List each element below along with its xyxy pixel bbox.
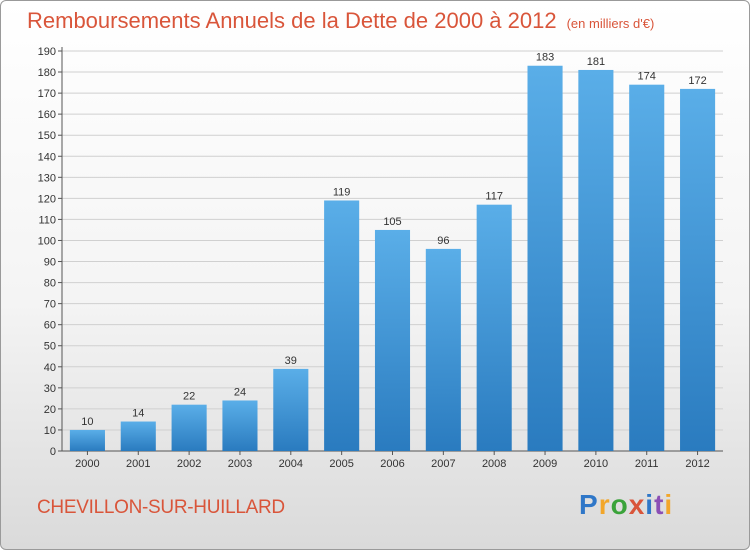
y-tick-label: 110 (38, 214, 56, 226)
bar-value-label: 181 (587, 56, 605, 68)
chart-subtitle: (en milliers d'€) (566, 16, 655, 31)
y-tick-label: 70 (44, 299, 56, 311)
bar-value-label: 172 (688, 75, 706, 87)
bar-2001 (120, 421, 156, 451)
y-tick-label: 90 (44, 257, 56, 269)
bar-value-label: 10 (81, 416, 93, 428)
commune-name: CHEVILLON-SUR-HUILLARD (37, 497, 285, 518)
x-tick-label: 2005 (329, 458, 353, 470)
x-tick-label: 2009 (533, 458, 557, 470)
bar-value-label: 14 (132, 408, 144, 420)
x-tick-label: 2003 (228, 458, 252, 470)
bar-2009 (527, 65, 563, 451)
bar-value-label: 117 (485, 191, 503, 203)
y-tick-label: 190 (38, 46, 56, 58)
x-tick-label: 2008 (482, 458, 506, 470)
logo-letter: o (610, 489, 629, 520)
x-tick-label: 2004 (279, 458, 303, 470)
bar-value-label: 39 (285, 355, 297, 367)
x-tick-label: 2002 (177, 458, 201, 470)
chart-title-text: Remboursements Annuels de la Dette de 20… (27, 8, 557, 33)
logo-letter: x (628, 489, 646, 520)
bar-2005 (324, 200, 360, 451)
bar-2012 (680, 88, 716, 451)
x-tick-label: 2001 (126, 458, 150, 470)
y-tick-label: 140 (38, 151, 56, 163)
bar-value-label: 96 (437, 235, 449, 247)
logo-letter: t (654, 489, 665, 520)
bar-2002 (171, 404, 207, 451)
bar-2008 (476, 204, 512, 451)
logo-letter: r (598, 489, 611, 520)
y-tick-label: 30 (44, 383, 56, 395)
y-tick-label: 50 (44, 341, 56, 353)
logo-letter: P (579, 489, 599, 520)
x-tick-label: 2010 (584, 458, 608, 470)
bar-2006 (374, 229, 411, 451)
y-tick-label: 170 (38, 88, 56, 100)
bar-2000 (69, 429, 105, 451)
y-tick-label: 60 (44, 320, 56, 332)
y-tick-label: 0 (50, 446, 56, 458)
y-tick-label: 130 (38, 172, 56, 184)
x-tick-label: 2000 (75, 458, 99, 470)
bar-2010 (578, 69, 614, 452)
y-tick-label: 150 (38, 130, 56, 142)
bars (69, 65, 716, 452)
x-tick-label: 2006 (380, 458, 404, 470)
y-tick-label: 120 (38, 193, 56, 205)
proxiti-logo: Proxiti (579, 489, 673, 521)
bar-2011 (629, 84, 665, 452)
x-tick-label: 2011 (635, 458, 659, 470)
x-tick-label: 2007 (431, 458, 455, 470)
y-tick-label: 100 (38, 235, 56, 247)
bar-value-label: 22 (183, 391, 195, 403)
y-tick-label: 160 (38, 109, 56, 121)
bar-2004 (273, 368, 309, 451)
logo-letter: i (664, 489, 674, 520)
y-tick-label: 80 (44, 278, 56, 290)
y-tick-label: 180 (38, 67, 56, 79)
y-tick-label: 10 (44, 425, 56, 437)
labels: 10 2000 14 2001 22 2002 24 2003 39 2004 119 2005 105… (75, 52, 710, 470)
chart-title: Remboursements Annuels de la Dette de 20… (27, 8, 654, 34)
x-tick-label: 2012 (685, 458, 709, 470)
bar-value-label: 24 (234, 386, 246, 398)
y-tick-label: 20 (44, 404, 56, 416)
y-tick-label: 40 (44, 362, 56, 374)
bar-value-label: 105 (383, 216, 401, 228)
logo-letter: i (645, 489, 655, 520)
bar-value-label: 183 (536, 52, 554, 64)
bar-2007 (425, 248, 461, 451)
bar-value-label: 119 (333, 186, 351, 198)
bar-value-label: 174 (638, 71, 656, 83)
bar-2003 (222, 400, 258, 451)
